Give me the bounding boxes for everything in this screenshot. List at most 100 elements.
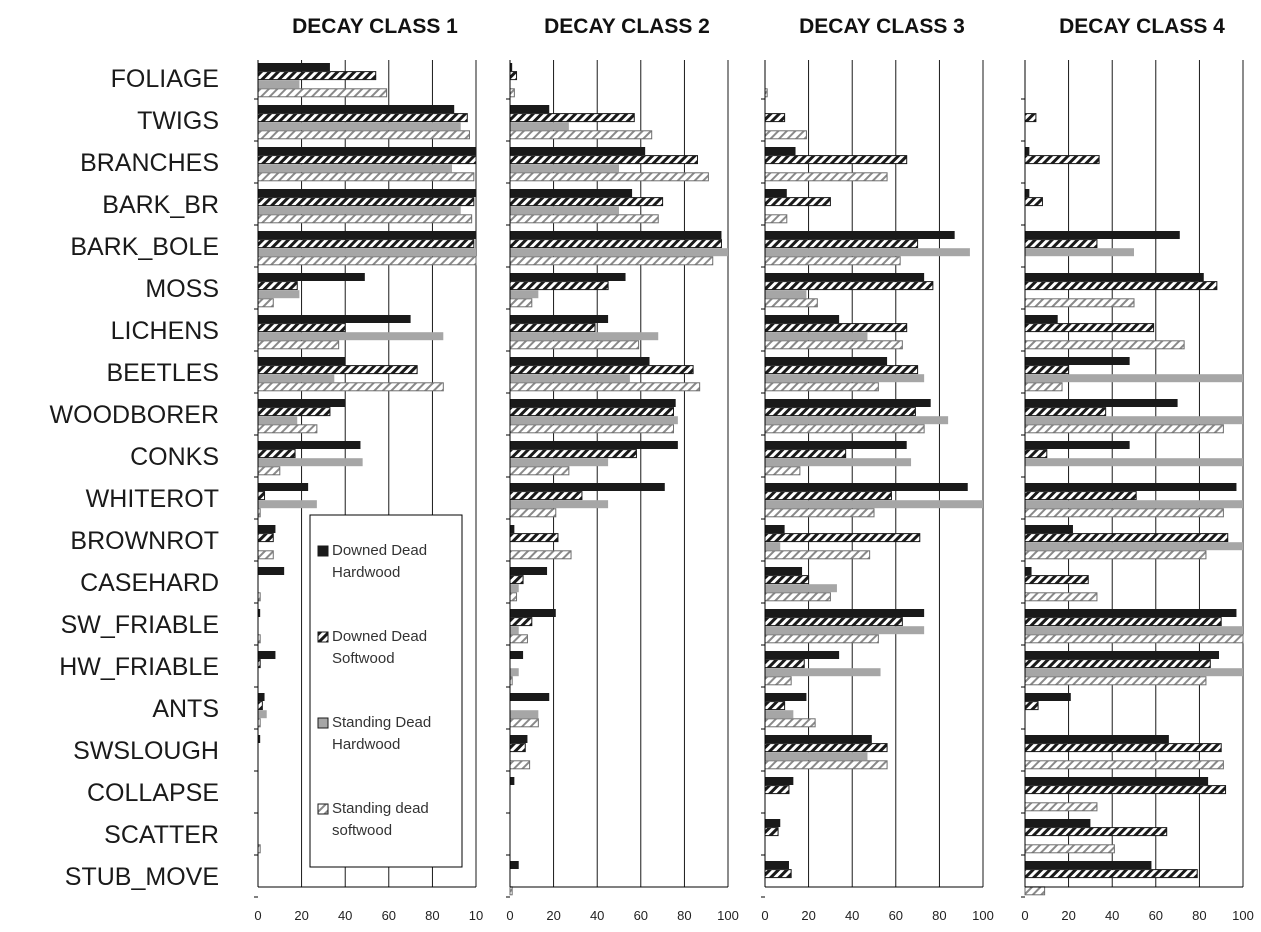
bar-downed-softwood <box>764 701 786 711</box>
bar-downed-hardwood <box>765 609 925 617</box>
category-label: BROWNROT <box>70 527 219 555</box>
bar-downed-softwood <box>509 197 664 207</box>
bar-standing-hardwood <box>1025 374 1243 383</box>
bar-standing-softwood <box>509 214 659 224</box>
bar-downed-hardwood <box>1025 693 1071 701</box>
panel-title: DECAY CLASS 3 <box>799 15 965 38</box>
bar-downed-hardwood <box>510 231 722 239</box>
bar-downed-hardwood <box>510 147 646 155</box>
bar-downed-softwood <box>257 239 475 249</box>
x-tick-label: 40 <box>590 908 604 923</box>
bar-standing-softwood <box>764 676 792 686</box>
bar-downed-softwood <box>764 617 903 627</box>
bar-standing-hardwood <box>765 290 807 299</box>
bar-downed-hardwood <box>510 357 650 365</box>
legend-swatch <box>317 803 329 815</box>
bar-standing-softwood <box>509 340 640 350</box>
bar-standing-hardwood <box>510 584 519 593</box>
bar-standing-softwood <box>509 760 531 770</box>
legend-swatch <box>317 717 329 729</box>
x-tick-label: 20 <box>294 908 308 923</box>
bar-standing-softwood <box>257 550 274 560</box>
x-tick-label: 100 <box>717 908 739 923</box>
bar-downed-hardwood <box>765 777 794 785</box>
bar-standing-softwood <box>764 340 903 350</box>
bar-downed-hardwood <box>258 105 455 113</box>
bar-standing-softwood <box>1024 508 1224 518</box>
bar-downed-hardwood <box>765 735 872 743</box>
x-tick-label: 80 <box>932 908 946 923</box>
bar-downed-softwood <box>1024 197 1043 207</box>
bar-standing-hardwood <box>765 710 794 719</box>
bar-standing-softwood <box>509 718 539 728</box>
bar-downed-hardwood <box>765 231 955 239</box>
bar-standing-softwood <box>509 382 701 392</box>
bar-downed-softwood <box>1024 365 1070 375</box>
bar-standing-hardwood <box>258 416 298 425</box>
bar-downed-hardwood <box>1025 147 1030 155</box>
legend-swatch <box>317 631 329 643</box>
bar-downed-softwood <box>764 281 934 291</box>
legend-label: Softwood <box>332 650 395 667</box>
bar-downed-hardwood <box>258 651 276 659</box>
bar-downed-softwood <box>257 113 468 123</box>
x-tick-label: 40 <box>1105 908 1119 923</box>
x-tick-label: 20 <box>801 908 815 923</box>
bar-downed-hardwood <box>765 147 796 155</box>
bar-standing-softwood <box>764 466 801 476</box>
bar-downed-softwood <box>764 491 892 501</box>
bar-standing-softwood <box>764 130 807 140</box>
category-label: STUB_MOVE <box>65 863 219 891</box>
x-tick-label: 20 <box>1061 908 1075 923</box>
x-tick-label: 40 <box>338 908 352 923</box>
bar-downed-hardwood <box>1025 315 1058 323</box>
bar-standing-hardwood <box>765 626 925 635</box>
bar-downed-hardwood <box>510 693 550 701</box>
bar-standing-softwood <box>1024 802 1098 812</box>
bar-downed-hardwood <box>1025 441 1130 449</box>
bar-standing-softwood <box>764 634 879 644</box>
bar-standing-hardwood <box>510 500 609 509</box>
bar-standing-hardwood <box>510 290 539 299</box>
bar-downed-hardwood <box>1025 651 1220 659</box>
bar-downed-softwood <box>764 449 847 459</box>
bar-downed-hardwood <box>765 861 789 869</box>
bar-downed-softwood <box>764 197 831 207</box>
bar-downed-hardwood <box>1025 777 1209 785</box>
bar-downed-softwood <box>764 533 921 543</box>
bar-downed-softwood <box>509 71 518 81</box>
legend-label: Hardwood <box>332 564 400 581</box>
category-label: MOSS <box>145 275 219 303</box>
bar-standing-softwood <box>1024 634 1244 644</box>
bar-standing-softwood <box>764 592 831 602</box>
bar-downed-softwood <box>257 323 346 333</box>
bar-standing-hardwood <box>510 122 569 131</box>
bar-standing-hardwood <box>765 500 983 509</box>
bar-downed-hardwood <box>258 483 309 491</box>
bar-downed-hardwood <box>510 105 550 113</box>
bar-downed-hardwood <box>258 357 346 365</box>
bar-downed-hardwood <box>510 735 528 743</box>
bar-downed-softwood <box>257 365 418 375</box>
bar-standing-hardwood <box>1025 416 1243 425</box>
bar-standing-hardwood <box>765 416 949 425</box>
bar-standing-hardwood <box>1025 668 1243 677</box>
bar-standing-softwood <box>257 130 470 140</box>
bar-standing-hardwood <box>510 710 539 719</box>
bar-downed-hardwood <box>765 189 787 197</box>
bar-downed-softwood <box>1024 113 1037 123</box>
bar-downed-hardwood <box>1025 861 1152 869</box>
bar-standing-softwood <box>764 550 871 560</box>
bar-standing-softwood <box>764 424 925 434</box>
bar-downed-hardwood <box>765 819 781 827</box>
bar-downed-softwood <box>764 869 792 879</box>
bar-standing-hardwood <box>258 122 461 131</box>
bar-standing-hardwood <box>258 374 335 383</box>
bar-standing-softwood <box>764 214 788 224</box>
bar-downed-hardwood <box>765 357 888 365</box>
bar-downed-hardwood <box>510 525 515 533</box>
bar-standing-hardwood <box>258 80 300 89</box>
bar-downed-hardwood <box>510 777 515 785</box>
category-label: WOODBORER <box>50 401 219 429</box>
category-label: HW_FRIABLE <box>59 653 219 681</box>
